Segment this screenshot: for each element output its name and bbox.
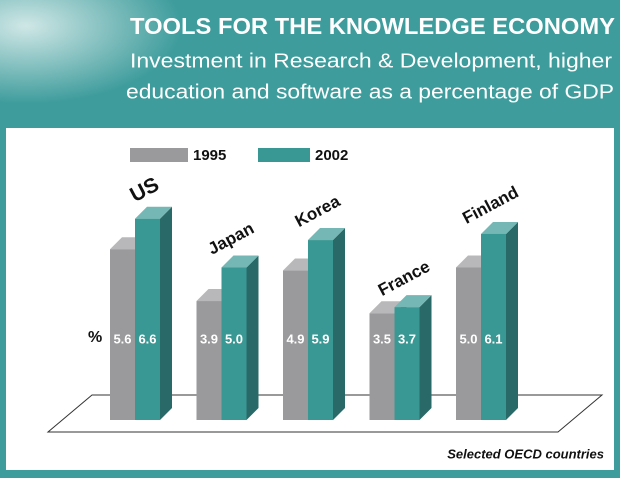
value-label: 4.9 [286, 331, 304, 346]
bar [283, 270, 308, 420]
header-image [0, 0, 260, 130]
value-label: 6.1 [484, 331, 502, 346]
legend-swatch [258, 148, 310, 162]
chart-title: TOOLS FOR THE KNOWLEDGE ECONOMY [130, 13, 615, 39]
bar [308, 240, 333, 420]
bar [481, 233, 506, 420]
value-label: 5.0 [225, 331, 243, 346]
value-label: 5.6 [113, 331, 131, 346]
bar-top [481, 221, 518, 234]
value-label: 3.7 [398, 331, 416, 346]
subtitle-line: Investment in Research & Development, hi… [130, 50, 612, 72]
bar-top [221, 255, 259, 268]
value-label: 3.5 [373, 331, 391, 346]
subtitle-line: education and software as a percentage o… [126, 81, 614, 103]
value-label: 6.6 [138, 331, 156, 346]
bar [394, 307, 420, 420]
value-label: 5.0 [459, 331, 477, 346]
bar [110, 249, 135, 420]
legend-swatch [130, 148, 188, 162]
bar-side [419, 295, 432, 420]
bar [135, 218, 160, 420]
bar [456, 267, 481, 420]
bar-top [308, 228, 345, 241]
bar-side [506, 221, 518, 420]
bar [221, 267, 247, 420]
bar-side [333, 228, 345, 420]
value-label: 5.9 [311, 331, 329, 346]
bar-side [160, 206, 172, 420]
legend-label: 1995 [193, 147, 226, 164]
bar-side [246, 255, 259, 420]
unit-label: % [88, 329, 102, 346]
bar [196, 301, 222, 420]
bar-top [394, 295, 432, 308]
bar [369, 313, 395, 420]
footnote: Selected OECD countries [447, 446, 604, 461]
legend-label: 2002 [315, 147, 348, 164]
value-label: 3.9 [200, 331, 218, 346]
bar-top [135, 206, 172, 219]
